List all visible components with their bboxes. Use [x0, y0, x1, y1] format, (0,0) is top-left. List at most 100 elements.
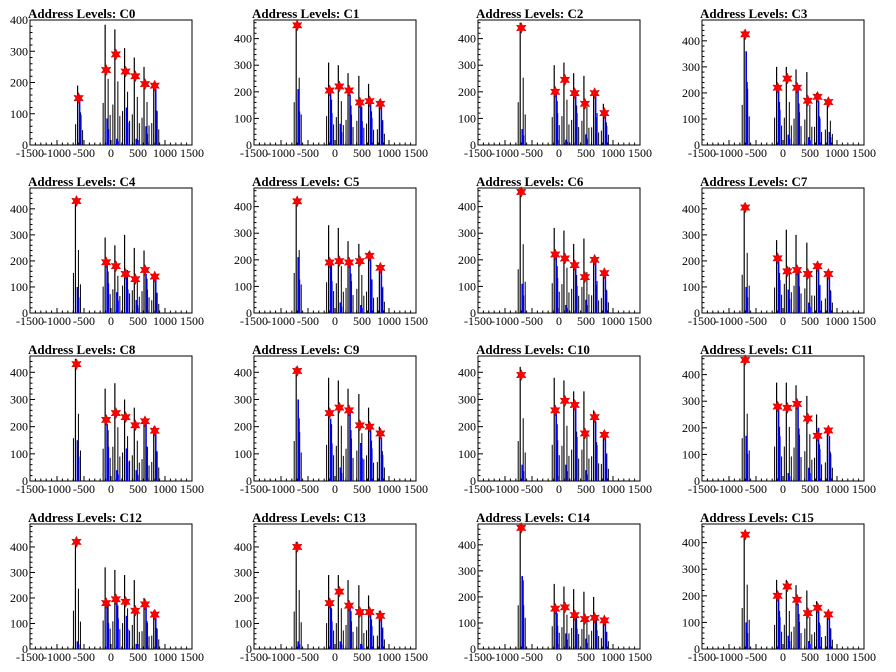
peak-marker [599, 614, 610, 627]
peak-marker [549, 248, 561, 261]
x-tick-label: 500 [129, 482, 147, 496]
y-tick-label: 300 [458, 564, 476, 578]
x-tick-label: 1500 [852, 482, 876, 496]
plot-frame [253, 355, 417, 482]
panel-c15: Address Levels: C15 0 100 200 300 400 -1500 -10… [672, 504, 896, 672]
plot-frame [29, 19, 193, 146]
x-tick-label: 1500 [852, 650, 876, 664]
peak-marker [334, 401, 345, 414]
y-tick-label: 300 [10, 228, 28, 242]
x-tick-label: 0 [332, 314, 338, 328]
peak-marker [291, 364, 303, 378]
y-tick-label: 300 [682, 228, 700, 242]
peak-marker [549, 85, 561, 98]
chart-title: Address Levels: C9 [252, 342, 360, 357]
peak-marker [823, 95, 834, 109]
peak-marker [739, 201, 751, 214]
y-tick-label: 300 [458, 58, 476, 72]
x-tick-label: 0 [780, 146, 786, 160]
y-tick-label: 0 [22, 138, 28, 152]
panel-c6: Address Levels: C6 0 100 200 300 400 -1500 -100… [448, 168, 672, 336]
y-tick-label: 300 [10, 392, 28, 406]
histogram-c10: Address Levels: C10 0 100 200 300 400 -1500 -10… [458, 342, 652, 496]
x-tick-label: 500 [577, 650, 595, 664]
y-tick-label: 100 [458, 279, 476, 293]
y-tick-label: 200 [682, 589, 700, 603]
peak-marker [110, 260, 122, 273]
peak-marker [149, 424, 161, 437]
y-tick-label: 200 [682, 421, 700, 435]
x-tick-label: -1000 [43, 146, 71, 160]
x-tick-label: -1000 [715, 314, 743, 328]
histogram-c1: Address Levels: C1 0 100 200 300 400 -1500 -100… [234, 6, 428, 160]
x-tick-label: 0 [332, 650, 338, 664]
x-tick-label: 1000 [825, 146, 849, 160]
y-tick-label: 200 [10, 420, 28, 434]
y-tick-label: 0 [22, 306, 28, 320]
plot-frame [253, 19, 417, 146]
plot-frame [29, 187, 193, 314]
x-tick-label: -1000 [43, 482, 71, 496]
x-tick-label: 500 [129, 314, 147, 328]
histogram-c5: Address Levels: C5 0 100 200 300 400 -1500 -100… [234, 174, 428, 328]
y-tick-label: 0 [694, 474, 700, 488]
peak-marker [599, 106, 610, 120]
x-tick-label: -500 [73, 314, 95, 328]
peak-marker [739, 353, 751, 367]
plot-frame [477, 523, 641, 650]
peak-marker [149, 270, 161, 283]
peak-marker [324, 256, 335, 269]
y-tick-label: 100 [10, 280, 28, 294]
peak-marker [579, 612, 591, 626]
y-tick-label: 200 [234, 253, 252, 267]
x-tick-label: 1000 [377, 314, 401, 328]
x-tick-label: -1500 [688, 146, 716, 160]
x-tick-label: 1000 [377, 146, 401, 160]
peak-marker [515, 368, 527, 382]
x-tick-label: -1000 [267, 482, 295, 496]
x-tick-label: 500 [353, 482, 371, 496]
y-tick-label: 0 [246, 474, 252, 488]
y-tick-label: 300 [458, 392, 476, 406]
y-tick-label: 300 [682, 394, 700, 408]
y-tick-label: 100 [682, 112, 700, 126]
peak-marker [130, 273, 141, 286]
y-tick-label: 300 [458, 226, 476, 240]
plot-frame [701, 187, 865, 314]
peak-marker [579, 427, 591, 440]
peak-marker [515, 521, 527, 535]
y-tick-label: 200 [234, 591, 252, 605]
plot-frame [253, 523, 417, 650]
peak-marker [364, 249, 375, 262]
x-tick-label: 0 [556, 482, 562, 496]
y-tick-label: 200 [10, 254, 28, 268]
y-tick-label: 100 [458, 447, 476, 461]
x-tick-label: -500 [297, 482, 319, 496]
panel-c7: Address Levels: C7 0 100 200 300 400 -1500 -100… [672, 168, 896, 336]
x-tick-label: -1500 [16, 482, 44, 496]
x-tick-label: 1000 [153, 146, 177, 160]
peak-marker [100, 413, 112, 426]
peak-marker [375, 427, 386, 440]
x-tick-label: -500 [745, 146, 767, 160]
peak-marker [100, 256, 112, 269]
peak-marker [802, 94, 814, 107]
histogram-c3: Address Levels: C3 0 100 200 300 400 -1500 -100… [682, 6, 876, 160]
x-tick-label: 500 [801, 314, 819, 328]
x-tick-label: -500 [73, 482, 95, 496]
y-tick-label: 0 [246, 306, 252, 320]
peak-marker [812, 601, 823, 614]
x-tick-label: 1500 [628, 146, 652, 160]
chart-title: Address Levels: C15 [700, 510, 814, 525]
y-tick-label: 200 [458, 85, 476, 99]
x-tick-label: 1000 [825, 650, 849, 664]
x-tick-label: 1500 [180, 314, 204, 328]
x-tick-label: -500 [521, 482, 543, 496]
chart-title: Address Levels: C13 [252, 510, 366, 525]
x-tick-label: -500 [521, 314, 543, 328]
x-tick-label: -1500 [16, 314, 44, 328]
x-tick-label: 500 [353, 650, 371, 664]
histogram-c2: Address Levels: C2 0 100 200 300 400 -1500 -100… [458, 6, 652, 160]
x-tick-label: -1500 [688, 482, 716, 496]
chart-title: Address Levels: C8 [28, 342, 136, 357]
